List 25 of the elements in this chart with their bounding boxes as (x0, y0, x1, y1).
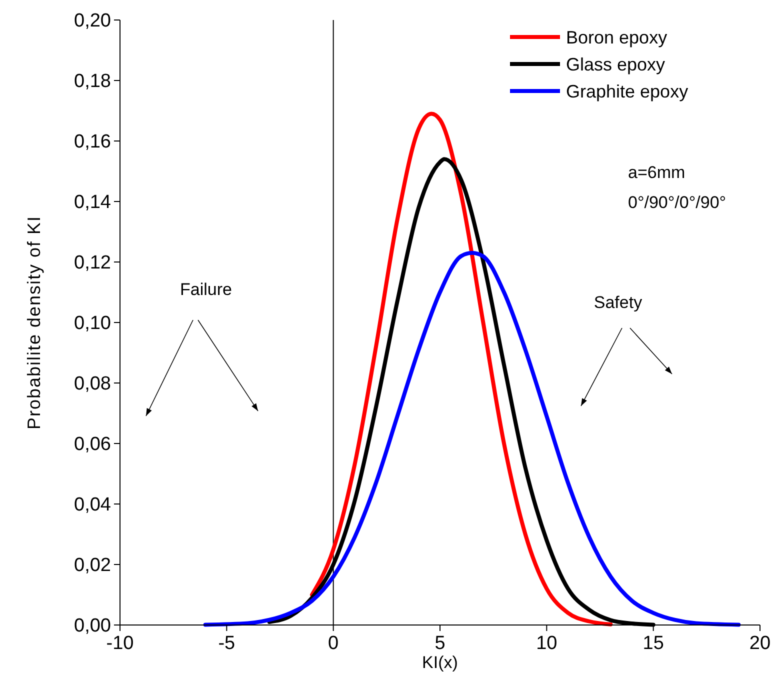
legend-label: Graphite epoxy (566, 81, 688, 102)
y-tick-label: 0,06 (74, 434, 111, 456)
x-tick-label: 15 (642, 633, 664, 654)
x-tick-label: -5 (218, 633, 236, 654)
x-tick-label: 5 (434, 633, 446, 654)
y-tick-label: 0,02 (74, 555, 111, 576)
legend-label: Glass epoxy (566, 54, 666, 74)
y-axis-title: Probabilite density of KI (24, 215, 44, 430)
annotation: Safety (594, 293, 643, 312)
y-tick-label: 0,08 (74, 374, 111, 395)
annotation: 0°/90°/0°/90° (628, 193, 726, 212)
y-tick-label: 0,10 (74, 313, 111, 334)
legend-label: Boron epoxy (566, 27, 668, 48)
x-tick-label: 0 (328, 633, 339, 654)
y-tick-label: 0,16 (74, 132, 111, 153)
y-tick-label: 0,12 (74, 252, 111, 274)
annotation: Failure (180, 280, 232, 299)
x-axis-title: KI(x) (422, 653, 458, 672)
y-tick-label: 0,20 (74, 10, 111, 32)
x-tick-label: 20 (749, 633, 771, 654)
y-tick-label: 0,04 (74, 494, 112, 516)
y-tick-label: 0,14 (74, 192, 112, 214)
x-tick-label: 10 (536, 633, 558, 654)
annotation: a=6mm (628, 163, 686, 182)
y-tick-label: 0,18 (74, 71, 111, 92)
